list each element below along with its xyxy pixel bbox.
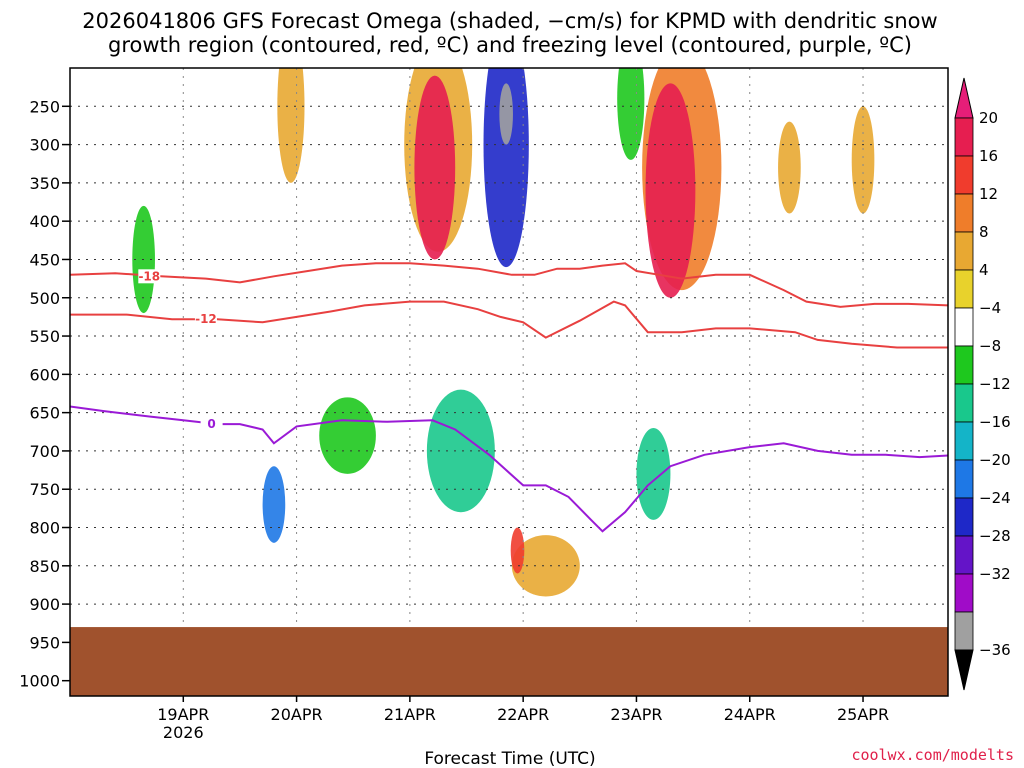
y-tick-label-700: 700 xyxy=(29,442,60,461)
omega-blob-1 xyxy=(414,75,456,260)
omega-blob-9 xyxy=(319,397,376,474)
y-axis: 250 300 350 400 450 500 550 600 650 700 750 800 850 9… xyxy=(19,97,70,691)
y-tick-label-550: 550 xyxy=(29,327,60,346)
chart-title-line1: 2026041806 GFS Forecast Omega (shaded, −… xyxy=(82,9,937,33)
y-tick-label-450: 450 xyxy=(29,250,60,269)
contour-label-bg--12 xyxy=(194,312,217,327)
colorbar-swatch-5 xyxy=(954,307,974,347)
colorbar-top-arrow xyxy=(954,77,974,119)
colorbar-swatch-11 xyxy=(954,535,974,575)
colorbar-label-5: −4 xyxy=(979,299,1001,317)
omega-shading xyxy=(132,68,875,597)
contour-label-bg--18 xyxy=(138,269,161,284)
contour-label--18: -18 xyxy=(138,269,160,283)
grid-lines xyxy=(70,68,948,696)
contour-0 xyxy=(70,405,948,533)
y-tick-label-1000: 1000 xyxy=(19,672,60,691)
colorbar-swatch-7 xyxy=(954,383,974,423)
colorbar-label-8: −16 xyxy=(979,413,1011,431)
colorbar-swatch-2 xyxy=(954,193,974,233)
colorbar-swatch-9 xyxy=(954,459,974,499)
colorbar-swatch-3 xyxy=(954,231,974,271)
colorbar-label-12: −32 xyxy=(979,565,1011,583)
colorbar-label-3: 8 xyxy=(979,223,989,241)
colorbar-swatch-8 xyxy=(954,421,974,461)
credit-text: coolwx.com/modelts xyxy=(851,746,1014,764)
contour-label--12: -12 xyxy=(195,312,217,326)
colorbar-swatch-0 xyxy=(954,117,974,157)
y-tick-label-400: 400 xyxy=(29,212,60,231)
colorbar-bottom-arrow xyxy=(954,649,974,691)
omega-blob-14 xyxy=(778,121,801,214)
x-tick-label-19APR: 19APR xyxy=(157,705,209,724)
omega-blob-16 xyxy=(636,427,671,520)
colorbar-label-0: 20 xyxy=(979,109,998,127)
colorbar-label-6: −8 xyxy=(979,337,1001,355)
y-tick-label-300: 300 xyxy=(29,136,60,155)
colorbar-label-1: 16 xyxy=(979,147,998,165)
colorbar-label-10: −24 xyxy=(979,489,1011,507)
ground-below-surface xyxy=(70,627,948,696)
contour--12 xyxy=(70,300,948,349)
y-tick-label-250: 250 xyxy=(29,97,60,116)
y-tick-label-600: 600 xyxy=(29,365,60,384)
contour-label-bg-0 xyxy=(200,417,223,432)
contour-label-0: 0 xyxy=(207,417,215,431)
plot-frame xyxy=(69,67,949,697)
omega-blob-2 xyxy=(483,68,529,268)
x-tick-label-22APR: 22APR xyxy=(497,705,549,724)
colorbar-label-7: −12 xyxy=(979,375,1011,393)
y-tick-label-500: 500 xyxy=(29,289,60,308)
contour-lines: -18 -12 0 xyxy=(70,262,948,533)
chart-title-line2: growth region (contoured, red, ºC) and f… xyxy=(108,33,912,57)
colorbar-swatch-13 xyxy=(954,611,974,651)
y-tick-label-900: 900 xyxy=(29,595,60,614)
colorbar-label-4: 4 xyxy=(979,261,989,279)
omega-blob-15 xyxy=(851,106,875,214)
colorbar-swatch-6 xyxy=(954,345,974,385)
colorbar-swatch-10 xyxy=(954,497,974,537)
y-tick-label-650: 650 xyxy=(29,404,60,423)
y-tick-label-950: 950 xyxy=(29,633,60,652)
colorbar-swatch-4 xyxy=(954,269,974,309)
omega-blob-8 xyxy=(262,466,286,543)
colorbar-label-11: −28 xyxy=(979,527,1011,545)
x-tick-label-20APR: 20APR xyxy=(271,705,323,724)
colorbar-label-9: −20 xyxy=(979,451,1011,469)
omega-blob-7 xyxy=(426,389,495,513)
omega-blob-12 xyxy=(511,535,580,597)
x-tick-sublabel-19APR: 2026 xyxy=(163,723,204,742)
x-tick-label-21APR: 21APR xyxy=(384,705,436,724)
colorbar-swatch-1 xyxy=(954,155,974,195)
colorbar-label-13: −36 xyxy=(979,641,1011,659)
x-axis-label: Forecast Time (UTC) xyxy=(424,749,595,768)
omega-blob-11 xyxy=(277,68,305,183)
x-tick-label-23APR: 23APR xyxy=(610,705,662,724)
y-tick-label-750: 750 xyxy=(29,480,60,499)
colorbar-label-2: 12 xyxy=(979,185,998,203)
y-tick-label-350: 350 xyxy=(29,174,60,193)
x-tick-label-24APR: 24APR xyxy=(724,705,776,724)
x-tick-label-25APR: 25APR xyxy=(837,705,889,724)
y-tick-label-850: 850 xyxy=(29,557,60,576)
omega-blob-6 xyxy=(617,68,645,160)
contour--18 xyxy=(70,262,948,308)
omega-blob-3 xyxy=(499,83,513,145)
plot-area: -18 -12 0 xyxy=(70,68,948,696)
colorbar: 20 16 12 8 4 −4 −8 −12 −16 −20 −24 −28 −32 −36 xyxy=(954,77,1011,691)
colorbar-swatch-12 xyxy=(954,573,974,613)
y-tick-label-800: 800 xyxy=(29,519,60,538)
omega-blob-5 xyxy=(645,83,696,298)
omega-blob-13 xyxy=(510,527,525,574)
